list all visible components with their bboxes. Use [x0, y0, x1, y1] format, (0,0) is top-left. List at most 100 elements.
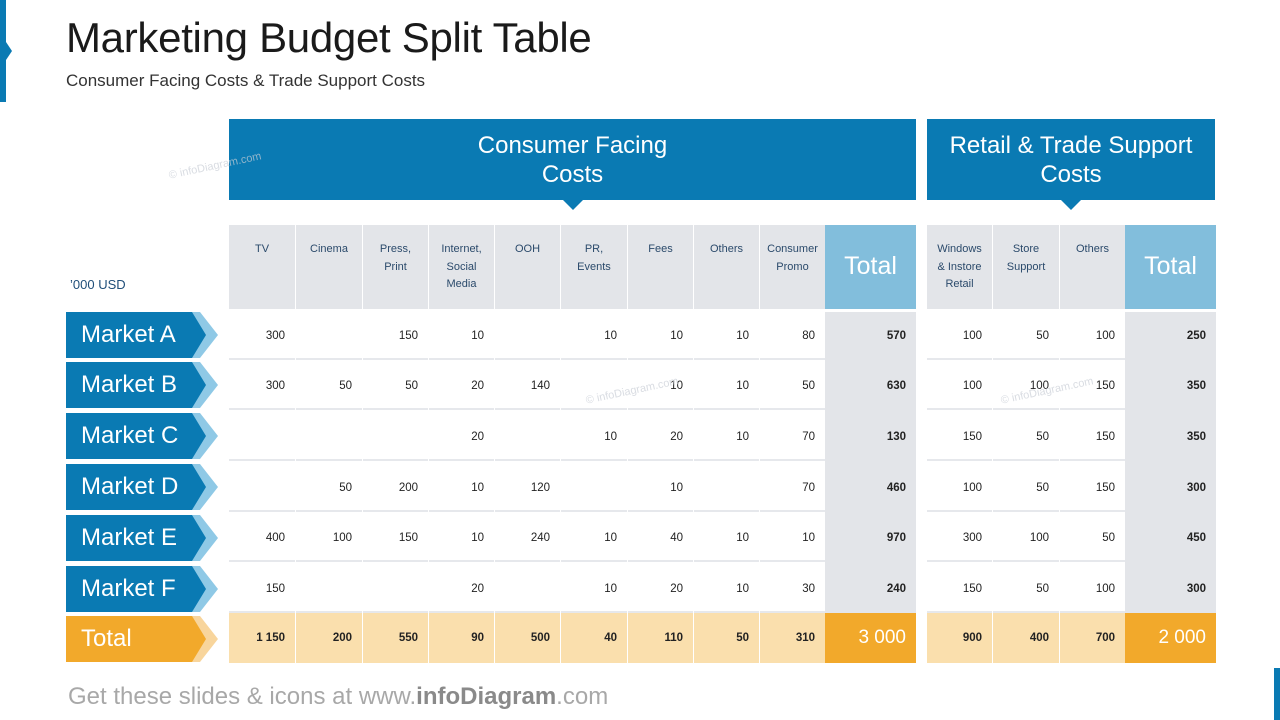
label-arrow	[66, 566, 206, 612]
table-cell	[296, 413, 362, 461]
column-header: PR, Events	[561, 225, 627, 309]
grand-total-cell: 3 000	[825, 613, 916, 663]
table-cell-total: 130	[825, 413, 916, 464]
total-row-cell: 900	[927, 613, 992, 663]
table-cell-total: 350	[1125, 413, 1216, 464]
column-header: Others	[1060, 225, 1125, 309]
table-cell: 10	[694, 565, 759, 613]
table-cell: 100	[927, 362, 992, 410]
table-cell	[694, 464, 759, 512]
table-cell-total: 250	[1125, 312, 1216, 363]
total-row-cell: 550	[363, 613, 428, 663]
table-cell-total: 450	[1125, 514, 1216, 565]
label-text: Market C	[81, 422, 179, 449]
label-arrow	[66, 464, 206, 510]
table-cell: 10	[561, 413, 627, 461]
column-header-total: Total	[1125, 225, 1216, 309]
table-cell	[495, 413, 560, 461]
table-cell: 50	[296, 362, 362, 410]
table-cell: 30	[760, 565, 825, 613]
table-cell: 50	[1060, 514, 1125, 562]
total-row-cell: 90	[429, 613, 494, 663]
group-header-notch	[1061, 200, 1081, 210]
table-cell: 10	[628, 362, 693, 410]
table-cell: 50	[296, 464, 362, 512]
total-row-cell: 400	[993, 613, 1059, 663]
left-accent-tip	[6, 42, 12, 60]
footer-prefix: Get these slides & icons at www.	[68, 683, 417, 710]
table-cell: 240	[495, 514, 560, 562]
table-cell	[363, 413, 428, 461]
table-cell: 10	[561, 514, 627, 562]
page-title: Marketing Budget Split Table	[66, 14, 592, 61]
column-header: Cinema	[296, 225, 362, 309]
table-cell: 10	[429, 312, 494, 360]
total-row-cell: 500	[495, 613, 560, 663]
market-label: Market D	[66, 464, 218, 510]
column-header: OOH	[495, 225, 560, 309]
column-header: Internet, Social Media	[429, 225, 494, 309]
table-cell	[229, 464, 295, 512]
table-cell	[561, 464, 627, 512]
grand-total-cell: 2 000	[1125, 613, 1216, 663]
table-cell	[229, 413, 295, 461]
footer-suffix: .com	[556, 683, 609, 710]
table-cell: 70	[760, 464, 825, 512]
table-cell-total: 240	[825, 565, 916, 616]
table-cell: 150	[927, 413, 992, 461]
total-row-label: Total	[66, 616, 218, 662]
unit-label: ’000 USD	[70, 277, 126, 292]
table-cell: 20	[628, 413, 693, 461]
table-cell: 300	[927, 514, 992, 562]
table-cell	[495, 312, 560, 360]
table-cell: 20	[429, 413, 494, 461]
table-cell: 120	[495, 464, 560, 512]
label-text: Market D	[81, 473, 179, 500]
label-arrow	[66, 312, 206, 358]
market-label: Market C	[66, 413, 218, 459]
label-arrow	[66, 616, 206, 662]
table-cell	[363, 565, 428, 613]
group-header-consumer: Consumer Facing Costs	[229, 119, 916, 210]
market-label: Market F	[66, 566, 218, 612]
total-row-cell: 310	[760, 613, 825, 663]
total-row-cell: 1 150	[229, 613, 295, 663]
table-cell: 80	[760, 312, 825, 360]
table-cell-total: 300	[1125, 565, 1216, 616]
table-cell: 100	[1060, 312, 1125, 360]
table-cell: 150	[1060, 362, 1125, 410]
right-accent-bar	[1274, 668, 1280, 720]
table-cell: 200	[363, 464, 428, 512]
table-cell	[561, 362, 627, 410]
table-cell: 10	[694, 514, 759, 562]
label-text: Market A	[81, 321, 176, 348]
table-cell-total: 300	[1125, 464, 1216, 515]
total-row-cell: 50	[694, 613, 759, 663]
table-cell: 50	[993, 464, 1059, 512]
column-header: Windows & Instore Retail	[927, 225, 992, 309]
table-cell: 40	[628, 514, 693, 562]
table-cell: 10	[561, 312, 627, 360]
table-cell	[495, 565, 560, 613]
table-cell: 150	[1060, 464, 1125, 512]
column-header-total: Total	[825, 225, 916, 309]
table-cell	[296, 312, 362, 360]
left-accent-bar	[0, 0, 6, 102]
table-cell-total: 350	[1125, 362, 1216, 413]
column-header: Store Support	[993, 225, 1059, 309]
label-arrow	[66, 362, 206, 408]
table-cell: 150	[1060, 413, 1125, 461]
table-cell: 10	[694, 413, 759, 461]
total-row-cell: 40	[561, 613, 627, 663]
label-arrow	[66, 413, 206, 459]
table-cell: 100	[927, 312, 992, 360]
table-cell: 150	[363, 312, 428, 360]
table-cell: 50	[993, 413, 1059, 461]
table-cell: 10	[694, 362, 759, 410]
table-cell: 150	[229, 565, 295, 613]
table-cell: 20	[628, 565, 693, 613]
table-cell: 10	[628, 464, 693, 512]
table-cell: 100	[993, 362, 1059, 410]
table-cell: 50	[760, 362, 825, 410]
table-cell: 20	[429, 565, 494, 613]
